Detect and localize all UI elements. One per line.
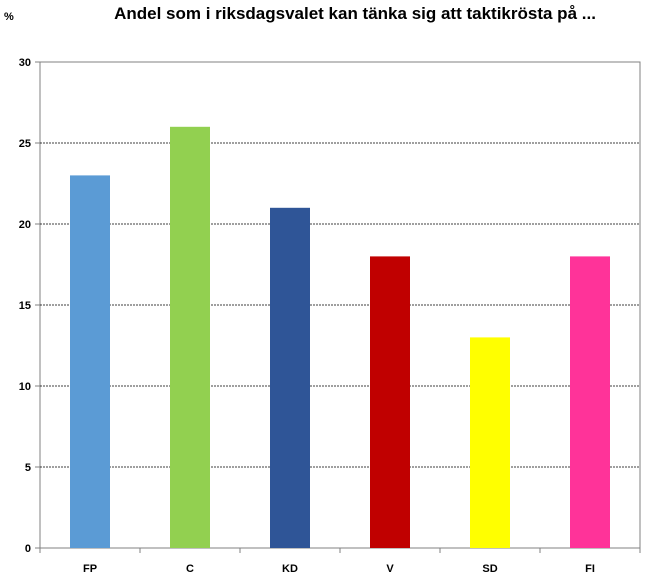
bar-fi bbox=[570, 256, 610, 548]
x-category-label: C bbox=[186, 563, 194, 575]
y-tick-label: 30 bbox=[19, 57, 31, 69]
bar-sd bbox=[470, 337, 510, 548]
x-category-label: KD bbox=[282, 563, 298, 575]
y-unit-label: % bbox=[4, 11, 14, 23]
y-tick-label: 20 bbox=[19, 219, 31, 231]
x-category-label: V bbox=[386, 563, 394, 575]
y-axis-ticks: 0 5 10 15 20 25 30 bbox=[19, 57, 40, 555]
bar-v bbox=[370, 256, 410, 548]
bar-fp bbox=[70, 175, 110, 548]
x-category-label: SD bbox=[482, 563, 497, 575]
y-tick-label: 0 bbox=[25, 543, 31, 555]
y-tick-label: 15 bbox=[19, 300, 31, 312]
y-tick-label: 10 bbox=[19, 381, 31, 393]
x-category-label: FI bbox=[585, 563, 595, 575]
bar-kd bbox=[270, 207, 310, 549]
chart-title: Andel som i riksdagsvalet kan tänka sig … bbox=[114, 4, 596, 23]
bar-c bbox=[170, 126, 210, 549]
y-tick-label: 5 bbox=[25, 462, 31, 474]
y-tick-label: 25 bbox=[19, 138, 31, 150]
gridlines bbox=[40, 142, 640, 468]
bars bbox=[70, 126, 610, 549]
x-category-label: FP bbox=[83, 563, 97, 575]
x-axis: FP C KD V SD FI bbox=[39, 548, 641, 575]
